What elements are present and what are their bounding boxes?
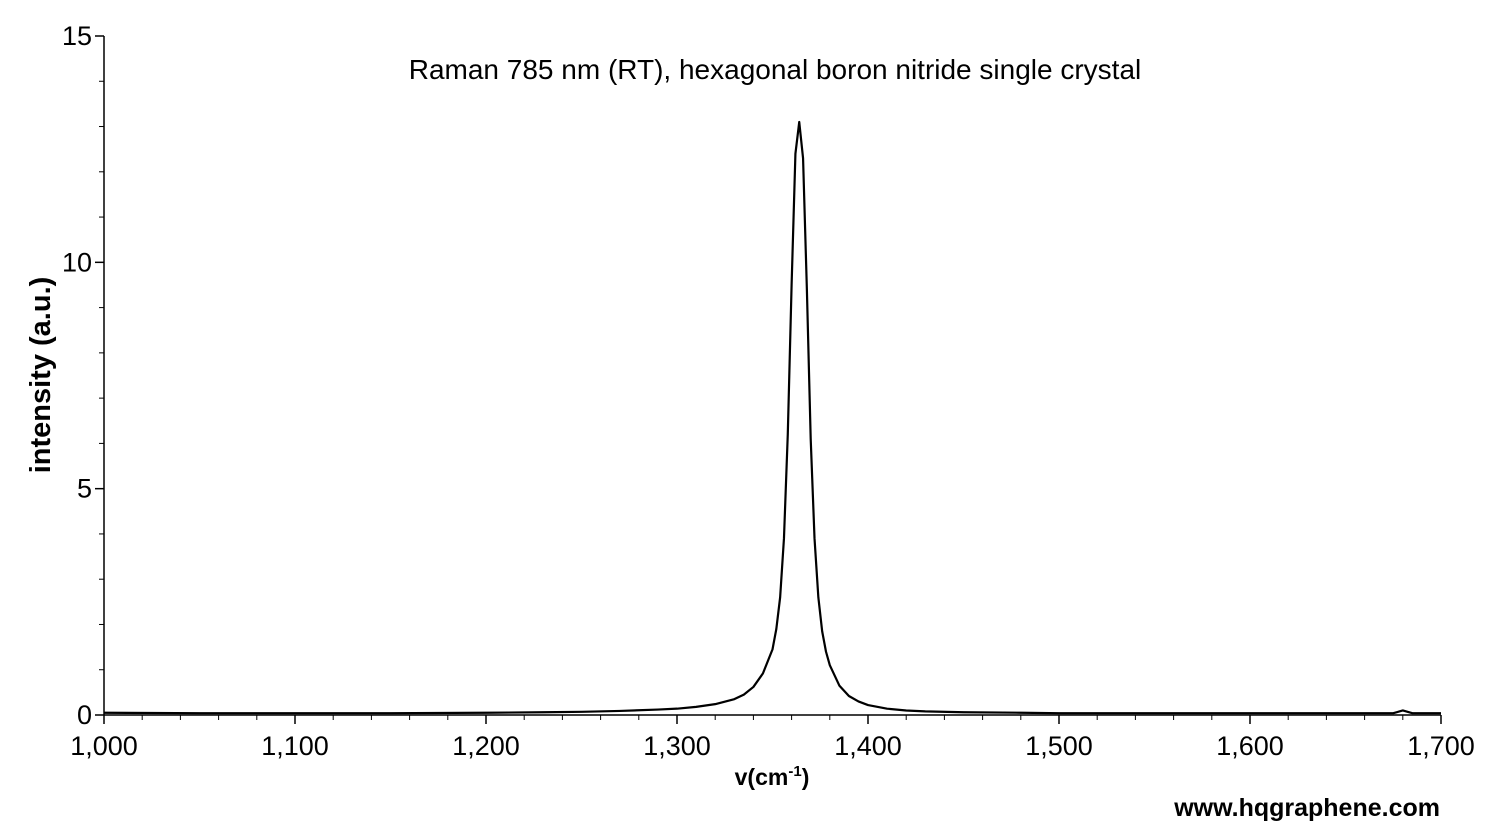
chart-title: Raman 785 nm (RT), hexagonal boron nitri… xyxy=(409,54,1142,85)
x-tick-label: 1,000 xyxy=(70,731,138,761)
y-tick-label: 10 xyxy=(62,247,92,277)
x-tick-label: 1,600 xyxy=(1216,731,1284,761)
x-tick-label: 1,300 xyxy=(643,731,711,761)
y-tick-label: 15 xyxy=(62,21,92,51)
x-tick-label: 1,700 xyxy=(1407,731,1475,761)
y-axis-title: intensity (a.u.) xyxy=(25,277,57,474)
plot-area xyxy=(103,120,1441,715)
y-tick-label: 5 xyxy=(77,474,92,504)
x-tick-label: 1,200 xyxy=(452,731,520,761)
x-tick-label: 1,500 xyxy=(1025,731,1093,761)
x-axis-title-close: ) xyxy=(802,764,810,790)
x-axis-title-superscript: -1 xyxy=(788,763,801,780)
x-axis-ticks: 1,000 1,100 1,200 1,300 1,400 1,500 1,600 1,700 xyxy=(70,715,1475,761)
series-line-0 xyxy=(103,120,1441,715)
y-tick-label: 0 xyxy=(77,700,92,730)
x-axis-title-main: v(cm xyxy=(735,764,789,790)
y-axis-ticks: 0 5 10 15 xyxy=(62,21,104,730)
watermark-url: www.hqgraphene.com xyxy=(1173,794,1440,822)
x-tick-label: 1,100 xyxy=(261,731,329,761)
x-tick-label: 1,400 xyxy=(834,731,902,761)
x-axis-title: v(cm-1) xyxy=(735,763,810,790)
